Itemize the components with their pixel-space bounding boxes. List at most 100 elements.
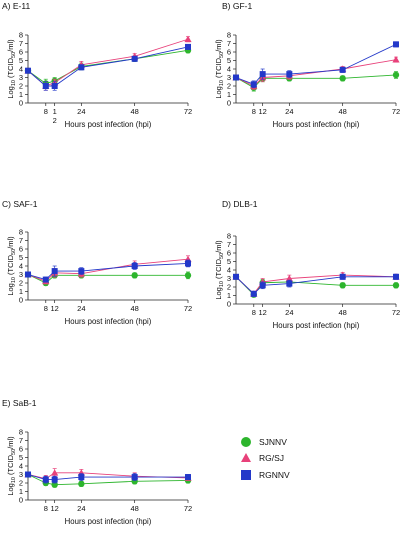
x-tick-label: 8: [44, 504, 48, 513]
x-tick-label: 24: [285, 107, 293, 116]
y-tick-label: 1: [19, 487, 23, 496]
data-point: [184, 35, 192, 43]
data-point: [131, 474, 138, 481]
legend-label: SJNNV: [259, 437, 287, 447]
legend-item: RGNNV: [241, 470, 290, 480]
data-point: [78, 474, 85, 481]
series-sjnnv: [24, 271, 192, 287]
x-axis-label: Hours post infection (hpi): [273, 321, 360, 330]
y-tick-label: 0: [19, 99, 23, 108]
chart-title: B) GF-1: [222, 1, 252, 11]
y-tick-label: 1: [227, 90, 231, 99]
y-tick-label: 7: [227, 39, 231, 48]
y-axis-label: Log10 (TCID50/ml): [6, 39, 17, 99]
data-point: [131, 55, 138, 62]
chart-title: A) E-11: [2, 1, 30, 11]
x-tick-label: 48: [130, 304, 138, 313]
legend-marker: [241, 437, 251, 447]
data-point: [286, 71, 293, 78]
series-sjnnv: [232, 71, 400, 92]
data-point: [393, 273, 399, 280]
data-point: [184, 272, 192, 279]
legend-marker: [241, 453, 251, 462]
y-tick-label: 6: [227, 48, 231, 57]
y-axis-label: Log10 (TCID50/ml): [214, 39, 225, 99]
x-tick-label: 72: [184, 107, 192, 116]
data-point: [42, 276, 49, 283]
y-tick-label: 5: [19, 56, 23, 65]
y-axis-label: Log10 (TCID50/ml): [6, 236, 17, 296]
legend-item: RG/SJ: [241, 453, 284, 463]
y-tick-label: 0: [227, 300, 231, 309]
y-tick-label: 8: [227, 31, 231, 40]
data-point: [51, 476, 58, 483]
x-tick-label: 24: [77, 504, 85, 513]
data-point: [392, 56, 400, 63]
legend-label: RG/SJ: [259, 453, 284, 463]
data-point: [78, 64, 85, 71]
series-rgsj: [232, 271, 400, 297]
y-tick-label: 7: [19, 436, 23, 445]
series-rgnnv: [233, 273, 399, 297]
legend-item: SJNNV: [241, 437, 287, 447]
y-tick-label: 0: [19, 496, 23, 505]
y-tick-label: 0: [19, 296, 23, 305]
y-tick-label: 2: [19, 279, 23, 288]
data-point: [392, 71, 400, 79]
series-rgnnv: [25, 471, 191, 484]
series-rgnnv: [233, 41, 399, 89]
data-point: [51, 268, 58, 275]
x-tick-label: 48: [130, 107, 138, 116]
y-tick-label: 2: [227, 82, 231, 91]
data-point: [250, 81, 257, 88]
y-tick-label: 4: [227, 266, 231, 275]
legend-marker: [241, 470, 251, 480]
data-point: [250, 290, 257, 297]
y-tick-label: 8: [19, 31, 23, 40]
x-tick-label: 12: [50, 304, 58, 313]
x-axis-label: Hours post infection (hpi): [65, 317, 152, 326]
y-tick-label: 4: [227, 65, 231, 74]
series-line: [27, 49, 189, 84]
y-tick-label: 2: [227, 283, 231, 292]
y-tick-label: 3: [19, 270, 23, 279]
data-point: [259, 282, 266, 289]
y-tick-label: 7: [19, 39, 23, 48]
y-tick-label: 5: [19, 453, 23, 462]
y-tick-label: 6: [19, 445, 23, 454]
x-tick-label: 72: [392, 107, 400, 116]
y-tick-label: 4: [19, 462, 23, 471]
series-rgsj: [24, 468, 192, 483]
y-tick-label: 6: [19, 245, 23, 254]
y-tick-label: 8: [19, 228, 23, 237]
data-point: [42, 83, 49, 89]
y-tick-label: 8: [227, 232, 231, 241]
legend: SJNNV RG/SJ RGNNV: [241, 437, 290, 480]
data-point: [286, 280, 293, 287]
data-point: [339, 273, 346, 280]
x-tick-label: 12: [50, 504, 58, 513]
y-tick-label: 7: [227, 240, 231, 249]
y-tick-label: 3: [227, 274, 231, 283]
data-point: [233, 74, 239, 81]
y-tick-label: 1: [19, 287, 23, 296]
x-tick-label: 48: [338, 308, 346, 317]
y-axis-label: Log10 (TCID50/ml): [6, 436, 17, 496]
chart-title: E) SaB-1: [2, 398, 37, 408]
x-tick-label: 24: [77, 304, 85, 313]
x-tick-label: 8: [252, 107, 256, 116]
x-tick-label: 48: [130, 504, 138, 513]
x-axis-label: Hours post infection (hpi): [65, 517, 152, 526]
data-point: [25, 271, 31, 278]
series-sjnnv: [24, 47, 192, 89]
x-axis-label: Hours post infection (hpi): [65, 120, 152, 129]
y-tick-label: 2: [19, 82, 23, 91]
data-point: [42, 476, 49, 483]
x-tick-label: 24: [77, 107, 85, 116]
legend-label: RGNNV: [259, 470, 290, 480]
data-point: [259, 71, 266, 78]
chart-title: C) SAF-1: [2, 199, 38, 209]
